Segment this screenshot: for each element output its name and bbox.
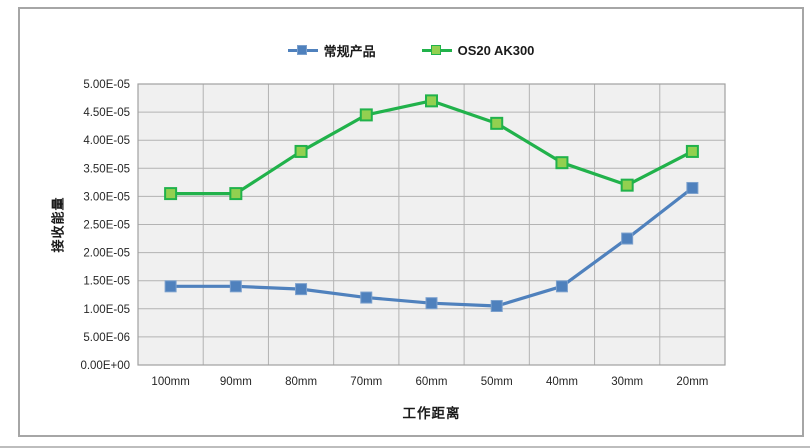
line-chart-plot: 0.00E+00 5.00E-06 1.00E-05 1.50E-05 2.00E-05… — [80, 79, 726, 388]
data-point-marker — [425, 94, 438, 108]
data-point-marker — [164, 280, 177, 293]
page-bottom-edge — [0, 446, 810, 448]
x-tick-label: 100mm — [151, 376, 189, 388]
x-axis-title: 工作距离 — [402, 406, 461, 421]
data-point-marker — [295, 283, 308, 296]
data-point-marker — [164, 187, 178, 201]
data-point-marker — [686, 181, 699, 194]
data-point-marker — [360, 291, 373, 304]
y-tick-label: 3.50E-05 — [83, 163, 130, 175]
x-tick-label: 80mm — [285, 376, 317, 388]
y-tick-label: 5.00E-05 — [83, 79, 130, 91]
data-point-marker — [294, 144, 308, 158]
data-point-marker — [229, 187, 243, 201]
x-tick-label: 50mm — [481, 376, 513, 388]
data-point-marker — [621, 232, 634, 245]
legend-label-regular-product: 常规产品 — [323, 44, 376, 59]
y-tick-label: 0.00E+00 — [80, 360, 130, 372]
x-tick-label: 40mm — [546, 376, 578, 388]
x-tick-label: 70mm — [350, 376, 382, 388]
plot-border — [137, 83, 726, 366]
data-point-marker — [685, 144, 699, 158]
chart-frame[interactable]: 常规产品 OS20 AK300 0.00E+00 5.00E-06 1.00E-05… — [18, 7, 804, 437]
line-marker-icon — [421, 44, 452, 57]
y-tick-label: 2.00E-05 — [83, 248, 130, 260]
data-point-marker — [229, 280, 242, 293]
y-tick-label: 5.00E-06 — [83, 332, 130, 344]
data-point-marker — [555, 280, 568, 293]
data-point-marker — [359, 108, 373, 122]
y-tick-label: 4.00E-05 — [83, 135, 130, 147]
y-tick-label: 1.50E-05 — [83, 276, 130, 288]
legend-item-os20-ak300: OS20 AK300 — [421, 43, 535, 58]
data-point-marker — [425, 297, 438, 310]
chart-legend: 常规产品 OS20 AK300 — [20, 41, 802, 60]
y-tick-label: 2.50E-05 — [83, 220, 130, 232]
x-tick-label: 30mm — [611, 376, 643, 388]
line-marker-icon — [287, 44, 318, 57]
x-tick-label: 20mm — [676, 376, 708, 388]
data-point-marker — [490, 299, 503, 312]
data-point-marker — [490, 116, 504, 130]
y-axis-title: 接收能量 — [50, 196, 66, 253]
x-tick-label: 60mm — [416, 376, 448, 388]
legend-item-regular-product: 常规产品 — [287, 41, 376, 60]
y-tick-label: 1.00E-05 — [83, 304, 130, 316]
y-tick-label: 4.50E-05 — [83, 107, 130, 119]
data-point-marker — [620, 178, 634, 192]
data-point-marker — [555, 156, 569, 170]
legend-label-os20-ak300: OS20 AK300 — [457, 43, 535, 58]
y-tick-label: 3.00E-05 — [83, 191, 130, 203]
x-tick-label: 90mm — [220, 376, 252, 388]
